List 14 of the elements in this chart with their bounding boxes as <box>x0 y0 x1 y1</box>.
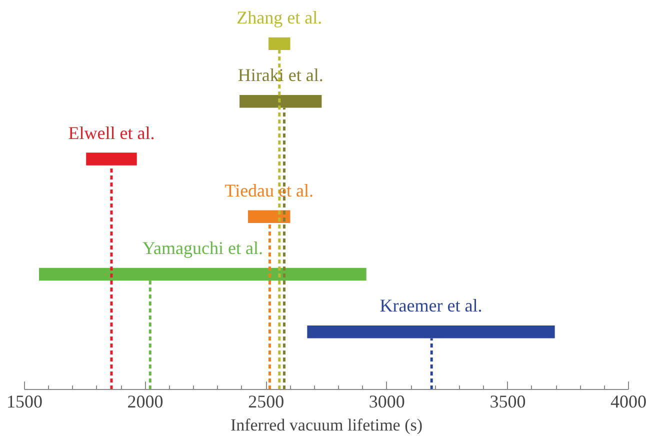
x-tick-label: 3500 <box>490 392 526 412</box>
x-axis-title: Inferred vacuum lifetime (s) <box>230 416 423 434</box>
x-tick-label: 3000 <box>368 392 405 412</box>
y-tick-label: Hiraki et al. <box>238 65 324 86</box>
y-tick-label: Yamaguchi et al. <box>142 238 264 258</box>
bar <box>86 152 137 166</box>
y-tick-label: Elwell et al. <box>68 122 155 143</box>
y-tick-label: Kraemer et al. <box>380 296 482 316</box>
x-tick-label: 2500 <box>248 392 284 412</box>
x-tick-label: 4000 <box>610 392 646 412</box>
y-tick-label: Tiedau et al. <box>224 180 314 200</box>
y-tick-label: Zhang et al. <box>236 8 322 28</box>
x-tick-label: 1500 <box>6 392 42 412</box>
x-tick-label: 2000 <box>127 392 164 412</box>
